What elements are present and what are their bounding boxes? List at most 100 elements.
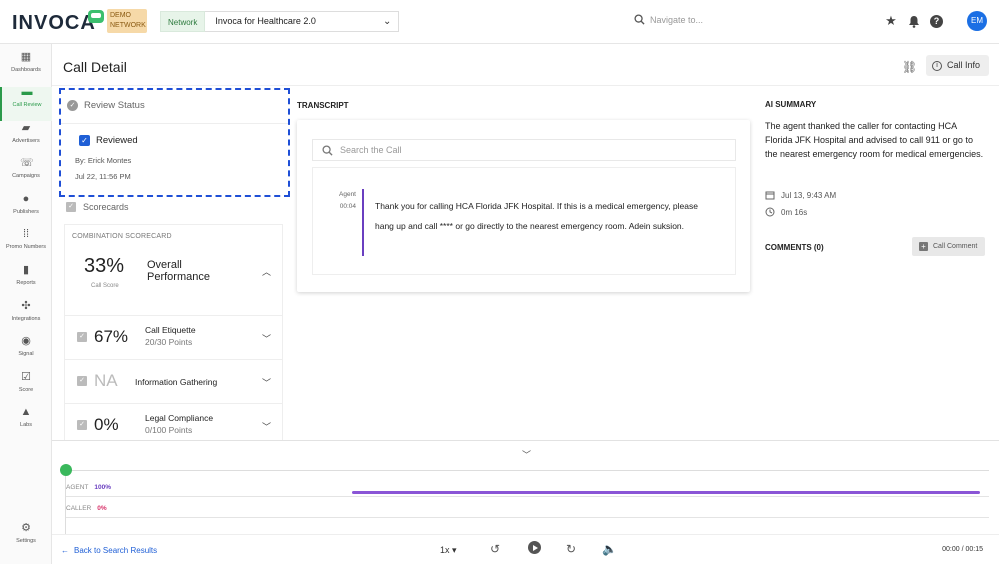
title-divider	[52, 85, 999, 86]
back-link-label: Back to Search Results	[74, 546, 158, 555]
bell-icon[interactable]	[908, 15, 920, 28]
transcript-search-input[interactable]: Search the Call	[312, 139, 736, 161]
scorecard-row-call-etiquette[interactable]: ✓ 67% Call Etiquette 20/30 Points ﹀	[65, 315, 282, 359]
caller-track-label: CALLER 0%	[66, 505, 107, 512]
fast-forward-icon[interactable]: ↻	[566, 542, 577, 556]
gear-icon: ⚙	[21, 522, 31, 534]
review-status-panel: ✓ Review Status ✓ Reviewed By: Erick Mon…	[59, 88, 290, 197]
checkbox-checked-icon: ✓	[77, 376, 87, 386]
score-percent: 67%	[94, 327, 129, 346]
add-comment-icon: +	[919, 242, 928, 251]
sidebar-item-label: Campaigns	[12, 173, 40, 179]
sidebar-item-label: Reports	[16, 280, 36, 286]
playhead-line	[65, 476, 66, 534]
playback-speed-value: 1x	[440, 545, 450, 555]
sidebar-item-label: Integrations	[11, 316, 41, 322]
sidebar-item-publishers[interactable]: ● Publishers	[0, 194, 52, 228]
score-points: 0/100 Points	[145, 425, 193, 435]
score-percent: 0%	[94, 415, 119, 434]
call-score-label: Call Score	[91, 283, 119, 289]
sidebar-item-signal[interactable]: ◉ Signal	[0, 336, 52, 370]
chevron-up-icon[interactable]: ︿	[262, 267, 272, 277]
reviewed-label: Reviewed	[96, 135, 138, 146]
volume-icon[interactable]: 🔈	[602, 542, 617, 556]
caller-label: CALLER	[66, 505, 92, 512]
check-circle-icon: ✓	[67, 100, 78, 111]
chat-icon: ▬	[21, 86, 33, 98]
network-icon: ✣	[21, 300, 31, 312]
dialpad-icon: ⁞⁞	[22, 228, 30, 240]
chevron-down-icon[interactable]: ﹀	[262, 378, 272, 388]
phone-arrows-icon: ☏	[20, 157, 34, 169]
overall-performance-row[interactable]: 33% Call Score Overall Performance ︿	[65, 251, 282, 313]
chevron-down-icon[interactable]: ﹀	[262, 422, 272, 432]
search-icon	[634, 14, 645, 25]
sidebar-item-settings[interactable]: ⚙ Settings	[0, 523, 52, 557]
reviewed-checkbox[interactable]: ✓ Reviewed	[79, 135, 138, 146]
invoca-logo[interactable]: INVOCA	[12, 12, 96, 34]
network-dropdown[interactable]: Invoca for Healthcare 2.0 ⌄	[205, 11, 400, 32]
link-icon[interactable]: ⛓	[902, 60, 918, 74]
network-selector[interactable]: Network Invoca for Healthcare 2.0 ⌄	[160, 11, 400, 32]
back-to-search-link[interactable]: ← Back to Search Results	[61, 546, 157, 555]
chevron-down-icon[interactable]: ﹀	[522, 450, 532, 460]
timeline-track[interactable]	[66, 470, 989, 471]
star-icon[interactable]: ★	[885, 13, 897, 28]
agent-track-label: AGENT 100%	[66, 484, 111, 491]
demo-network-badge: DEMO NETWORK	[107, 9, 147, 33]
sidebar-item-label: Signal	[18, 351, 34, 357]
scorecards-header[interactable]: ✓ Scorecards	[66, 202, 129, 212]
reviewer-name: By: Erick Montes	[75, 156, 132, 165]
overall-score-percent: 33%	[84, 255, 125, 277]
call-date: Jul 13, 9:43 AM	[781, 190, 837, 200]
user-avatar[interactable]: EM	[967, 11, 987, 31]
call-comment-button[interactable]: + Call Comment	[912, 237, 985, 256]
ai-summary-duration-row: 0m 16s	[765, 207, 807, 217]
sidebar-item-dashboards[interactable]: ▦ Dashboards	[0, 52, 52, 86]
navigate-search[interactable]: Navigate to...	[634, 14, 703, 25]
transcript-message: Agent 00:04 Thank you for calling HCA Fl…	[312, 167, 736, 275]
chevron-down-icon[interactable]: ﹀	[262, 334, 272, 344]
caret-down-icon: ▾	[452, 545, 457, 555]
playback-speed-select[interactable]: 1x ▾	[440, 545, 457, 556]
sidebar-item-score[interactable]: ☑ Score	[0, 372, 52, 406]
checkbox-checked-icon: ✓	[66, 202, 76, 212]
scorecard-row-legal-compliance[interactable]: ✓ 0% Legal Compliance 0/100 Points ﹀	[65, 403, 282, 442]
message-time[interactable]: 00:04	[339, 203, 356, 210]
review-status-header: ✓ Review Status	[67, 100, 145, 111]
play-button[interactable]	[528, 541, 541, 554]
rewind-icon[interactable]: ↺	[490, 542, 501, 556]
ai-summary-text: The agent thanked the caller for contact…	[765, 121, 984, 159]
sidebar-item-labs[interactable]: ▲ Labs	[0, 407, 52, 441]
navigate-search-placeholder: Navigate to...	[650, 14, 704, 25]
checkbox-checked-icon[interactable]: ✓	[79, 135, 90, 146]
call-info-label: Call Info	[947, 60, 981, 70]
playhead-handle[interactable]	[60, 464, 72, 476]
grid-icon: ▦	[20, 51, 32, 63]
sidebar-item-reports[interactable]: ▮ Reports	[0, 265, 52, 299]
page-title: Call Detail	[63, 59, 127, 75]
sidebar-item-campaigns[interactable]: ☏ Campaigns	[0, 158, 52, 192]
sidebar-item-promo-numbers[interactable]: ⁞⁞ Promo Numbers	[0, 229, 52, 263]
help-icon[interactable]: ?	[930, 14, 943, 28]
ai-summary-date-row: Jul 13, 9:43 AM	[765, 190, 836, 200]
score-points: 20/30 Points	[145, 337, 193, 347]
sidebar-item-integrations[interactable]: ✣ Integrations	[0, 301, 52, 335]
call-info-button[interactable]: i Call Info	[926, 55, 989, 76]
sidebar: ▦ Dashboards ▬ Call Review ▰ Advertisers…	[0, 44, 52, 564]
call-comment-label: Call Comment	[933, 243, 978, 250]
search-icon	[322, 144, 333, 156]
sidebar-item-call-review[interactable]: ▬ Call Review	[0, 87, 52, 121]
sidebar-item-label: Publishers	[13, 209, 39, 215]
transcript-heading: TRANSCRIPT	[297, 101, 349, 110]
scorecard-row-information-gathering[interactable]: ✓ NA Information Gathering ﹀	[65, 359, 282, 403]
message-text: Thank you for calling HCA Florida JFK Ho…	[375, 201, 698, 231]
logo-bubble-icon	[88, 10, 104, 23]
sidebar-item-advertisers[interactable]: ▰ Advertisers	[0, 123, 52, 157]
top-icons: ★ ? EM	[884, 11, 987, 31]
network-label: Network	[160, 11, 206, 32]
speaker-label: Agent	[339, 191, 356, 198]
agent-talk-bar[interactable]	[352, 491, 980, 494]
review-status-title: Review Status	[84, 100, 145, 111]
agent-track-line	[66, 496, 989, 497]
